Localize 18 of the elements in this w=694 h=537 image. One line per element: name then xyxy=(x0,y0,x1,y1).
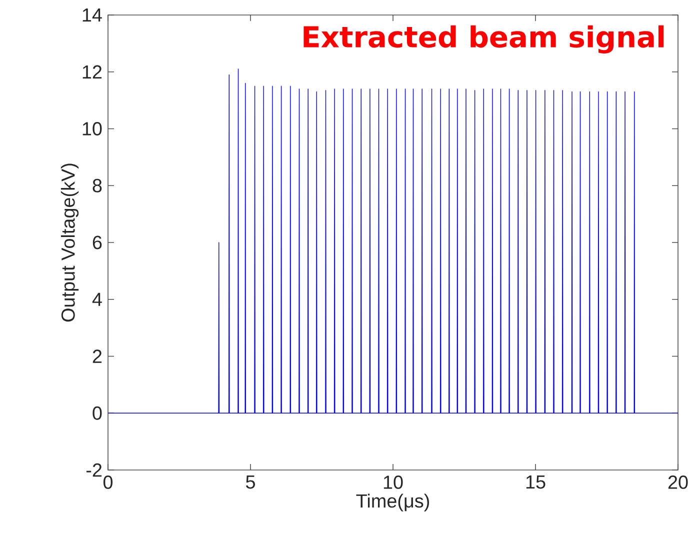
y-tick-label: 14 xyxy=(82,8,102,22)
x-tick-label: 5 xyxy=(246,476,255,489)
y-tick-label: 10 xyxy=(82,122,102,136)
y-tick-label: -2 xyxy=(86,463,102,477)
line-series xyxy=(108,68,678,414)
x-tick-label: 10 xyxy=(384,476,403,489)
y-tick-label: 2 xyxy=(92,350,102,363)
x-tick-label: 20 xyxy=(668,476,688,489)
y-axis-title: Output Voltage(kV) xyxy=(60,164,79,322)
annotation: Extracted beam signal xyxy=(304,25,664,54)
x-tick-label: 15 xyxy=(526,476,546,489)
x-axis-title: Time(μs) xyxy=(356,494,429,512)
y-tick-label: 8 xyxy=(92,178,102,192)
y-tick-label: 12 xyxy=(82,65,102,78)
x-tick-label: 0 xyxy=(103,476,113,489)
y-tick-label: 0 xyxy=(92,406,102,420)
y-tick-label: 4 xyxy=(92,292,102,306)
y-tick-label: 6 xyxy=(92,236,102,250)
